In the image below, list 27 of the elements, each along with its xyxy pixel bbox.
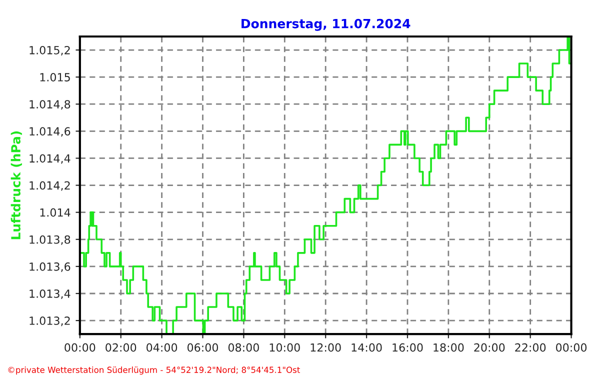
x-tick-label: 18:00	[434, 343, 464, 352]
y-tick-label: 1.015,2	[30, 46, 70, 56]
y-tick-label: 1.013,8	[30, 235, 70, 245]
x-tick-label: 00:00	[556, 343, 587, 352]
x-tick-label: 02:00	[106, 343, 136, 352]
y-tick-label: 1.014,2	[30, 181, 70, 191]
x-tick-label: 14:00	[352, 343, 382, 352]
x-tick-label: 08:00	[228, 343, 259, 352]
x-tick-label: 06:00	[187, 343, 218, 352]
x-tick-label: 04:00	[146, 343, 178, 352]
y-tick-label: 1.013,2	[30, 316, 70, 326]
y-axis-title: Luftdruck (hPa)	[10, 131, 22, 240]
y-tick-label: 1.014,8	[30, 100, 70, 110]
x-tick-label: 16:00	[392, 343, 423, 352]
y-tick-label: 1.013,6	[30, 262, 70, 272]
x-tick-label: 10:00	[270, 343, 300, 352]
y-tick-label: 1.014,6	[30, 127, 70, 137]
chart-title: Donnerstag, 11.07.2024	[242, 18, 410, 31]
y-tick-label: 1.014	[40, 208, 70, 217]
x-tick-label: 22:00	[515, 343, 546, 352]
x-tick-label: 00:00	[64, 343, 96, 352]
y-tick-label: 1.014,4	[30, 154, 70, 164]
text: ©private Wetterstation Süderlügum - 54°52'19.2"Nord; 8°54'45.1"Ost	[8, 366, 300, 375]
y-tick-label: 1.015	[40, 73, 70, 82]
x-tick-label: 20:00	[474, 343, 505, 352]
x-tick-label: 12:00	[310, 343, 341, 352]
y-tick-label: 1.013,4	[30, 289, 70, 300]
